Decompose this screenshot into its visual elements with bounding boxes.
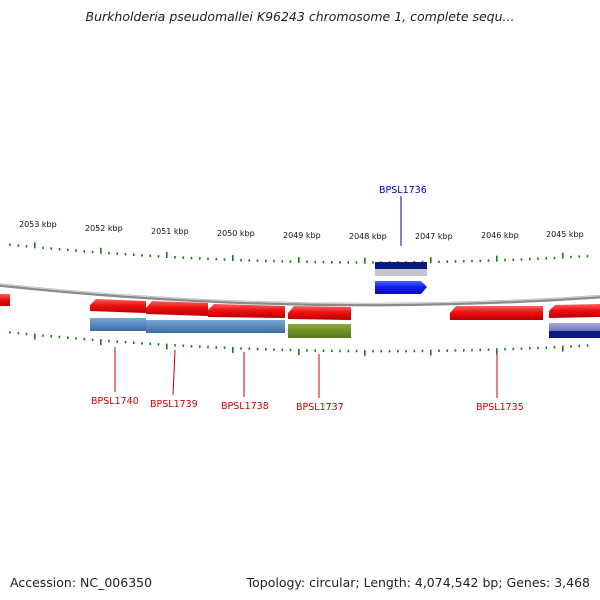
feature-track-steel-2[interactable] [146,320,285,333]
gene-label-bpsl1735[interactable]: BPSL1735 [476,402,524,413]
kbp-label: 2050 kbp [217,229,255,238]
kbp-scale: 2053 kbp 2052 kbp 2051 kbp 2050 kbp 2049… [19,220,584,241]
leader-line-bpsl1739 [172,349,176,396]
gene-arrow-bpsl1736[interactable] [375,281,427,294]
kbp-label: 2045 kbp [546,230,584,239]
kbp-label: 2052 kbp [85,224,123,233]
kbp-label: 2053 kbp [19,220,57,229]
chromosome-backbone [0,283,600,307]
kbp-label: 2051 kbp [151,227,189,236]
kbp-label: 2047 kbp [415,232,453,241]
gene-arrow-partial-right[interactable] [549,304,600,318]
feature-track-navy-right[interactable] [549,331,600,338]
gene-arrow-bpsl1738[interactable] [208,304,285,318]
gene-arrow-partial-left[interactable] [0,294,10,306]
feature-track-olive[interactable] [288,324,351,338]
gene-arrow-bpsl1740[interactable] [90,299,146,313]
gene-label-bpsl1740[interactable]: BPSL1740 [91,396,139,407]
feature-track-navy-top[interactable] [375,262,427,269]
gene-arrow-bpsl1739[interactable] [146,301,208,316]
kbp-label: 2046 kbp [481,231,519,240]
gene-label-bpsl1738[interactable]: BPSL1738 [221,401,269,412]
gene-arrow-bpsl1735[interactable] [450,306,543,320]
gene-label-bpsl1737[interactable]: BPSL1737 [296,402,344,413]
genome-title: Burkholderia pseudomallei K96243 chromos… [85,9,515,24]
gene-label-bpsl1739[interactable]: BPSL1739 [150,399,198,410]
accession-text: Accession: NC_006350 [10,575,153,590]
kbp-label: 2049 kbp [283,231,321,240]
outer-tick-marks [9,242,589,264]
inner-tick-marks [9,331,589,356]
feature-track-lavender[interactable] [549,323,600,331]
feature-track-grey-top[interactable] [375,269,427,276]
gene-arrow-bpsl1737[interactable] [288,306,351,320]
kbp-label: 2048 kbp [349,232,387,241]
feature-track-steel-1[interactable] [90,318,146,331]
topology-summary: Topology: circular; Length: 4,074,542 bp… [246,575,590,590]
gene-label-bpsl1736[interactable]: BPSL1736 [379,185,427,196]
